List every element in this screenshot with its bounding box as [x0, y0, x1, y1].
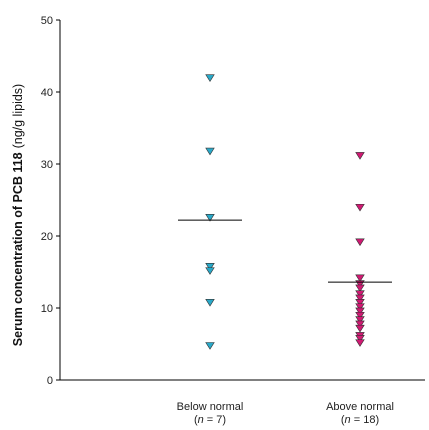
data-point — [355, 339, 365, 347]
data-point — [205, 267, 215, 275]
data-point — [355, 238, 365, 247]
y-axis-label-unit: (ng/g lipids) — [11, 84, 25, 149]
y-axis-label-main: Serum concentration of PCB 118 — [11, 152, 25, 346]
y-axis-label: Serum concentration of PCB 118 (ng/g lipi… — [11, 84, 25, 346]
y-tick-label: 0 — [47, 375, 53, 387]
data-point — [355, 290, 365, 298]
data-point — [355, 303, 365, 311]
data-point — [355, 294, 365, 303]
data-point — [355, 284, 365, 293]
category-label: Above normal — [326, 401, 394, 413]
axes: 0 10 20 30 40 50 — [41, 15, 425, 387]
data-point — [355, 307, 365, 316]
category-n-label: (n = 18) — [341, 414, 379, 426]
data-point — [205, 147, 215, 156]
data-point — [355, 311, 365, 320]
data-point — [205, 262, 215, 271]
data-point — [355, 152, 365, 160]
y-tick-label: 30 — [41, 159, 53, 171]
y-tick-label: 10 — [41, 303, 53, 315]
data-point — [205, 74, 215, 82]
data-point — [355, 203, 365, 212]
category-n-label: (n = 7) — [194, 414, 226, 426]
y-tick-label: 40 — [41, 87, 53, 99]
data-point — [355, 298, 365, 307]
category-labels: Below normal(n = 7) Above normal(n = 18) — [177, 401, 394, 426]
data-point — [355, 320, 365, 329]
data-point — [205, 342, 215, 350]
data-point — [205, 298, 215, 307]
data-point — [355, 334, 365, 343]
data-point — [355, 324, 365, 333]
category-label: Below normal — [177, 401, 244, 413]
data-point — [205, 214, 215, 222]
y-tick-label: 20 — [41, 231, 53, 243]
data-marks — [178, 74, 392, 350]
y-tick-label: 50 — [41, 15, 53, 27]
data-point — [355, 274, 365, 283]
data-point — [355, 316, 365, 324]
